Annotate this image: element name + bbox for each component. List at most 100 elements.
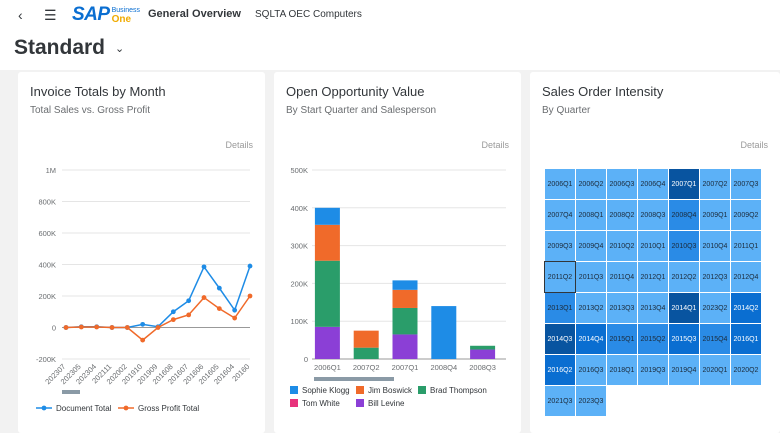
heatmap-cell[interactable]: 2020Q1: [700, 355, 730, 385]
heatmap-cell[interactable]: 2008Q1: [576, 200, 606, 230]
data-point: [78, 324, 84, 330]
heatmap-cell[interactable]: 2007Q2: [700, 169, 730, 199]
heatmap-cell[interactable]: 2010Q3: [669, 231, 699, 261]
heatmap-cell[interactable]: 2008Q3: [638, 200, 668, 230]
details-link[interactable]: Details: [481, 140, 509, 150]
chevron-down-icon[interactable]: ⌄: [115, 43, 125, 55]
heatmap-cell[interactable]: 2006Q4: [638, 169, 668, 199]
y-tick-label: 300K: [290, 242, 308, 251]
heatmap-cell[interactable]: 2012Q4: [731, 262, 761, 292]
series-line: [65, 265, 251, 329]
legend-label: Bill Levine: [368, 399, 405, 408]
app-title: General Overview: [148, 8, 241, 20]
data-point: [186, 312, 192, 318]
heatmap-cell[interactable]: 2013Q4: [638, 293, 668, 323]
data-point: [216, 306, 222, 311]
y-tick-label: 400K: [290, 204, 308, 213]
logo-one: One: [111, 14, 132, 25]
heatmap-cell[interactable]: 2006Q2: [576, 169, 606, 199]
heatmap-cell[interactable]: 2018Q1: [607, 355, 637, 385]
bar-segment: [314, 224, 340, 261]
x-tick-label: 2007Q2: [353, 363, 380, 372]
x-tick-label: 2008Q3: [469, 363, 496, 372]
heatmap-cell[interactable]: 2013Q3: [607, 293, 637, 323]
y-tick-label: 200K: [38, 292, 56, 301]
card-subtitle: By Start Quarter and Salesperson: [286, 105, 437, 116]
heatmap-cell[interactable]: 2010Q2: [607, 231, 637, 261]
heatmap-cell[interactable]: 2016Q2: [545, 355, 575, 385]
heatmap-cell[interactable]: 2008Q2: [607, 200, 637, 230]
heatmap-cell[interactable]: 2012Q1: [638, 262, 668, 292]
shell-bar: ‹ ☰ SAP Business One General Overview SQ…: [0, 0, 780, 30]
heatmap-cell[interactable]: 2010Q4: [700, 231, 730, 261]
data-point: [201, 295, 207, 300]
bar-segment: [392, 289, 418, 308]
logo-subtitle: Business One: [111, 6, 140, 25]
heatmap-cell[interactable]: 2007Q3: [731, 169, 761, 199]
heatmap-cell[interactable]: 2016Q1: [731, 324, 761, 354]
chevron-left-icon[interactable]: ‹: [18, 7, 23, 23]
bar-segment: [470, 345, 496, 350]
heatmap-cell[interactable]: 2012Q3: [700, 262, 730, 292]
legend-label: Brad Thompson: [430, 386, 487, 395]
heatmap-cell[interactable]: 2006Q1: [545, 169, 575, 199]
heatmap-cell[interactable]: 2011Q1: [731, 231, 761, 261]
heatmap-cell[interactable]: 2013Q2: [576, 293, 606, 323]
card-invoice-totals[interactable]: Invoice Totals by Month Total Sales vs. …: [18, 72, 265, 433]
heatmap-cell[interactable]: 2021Q3: [545, 386, 575, 416]
heatmap-cell[interactable]: 2007Q1: [669, 169, 699, 199]
company-name: SQLTA OEC Computers: [255, 9, 362, 20]
heatmap-cell[interactable]: 2013Q1: [545, 293, 575, 323]
heatmap-cell[interactable]: 2019Q3: [638, 355, 668, 385]
series-line: [65, 295, 251, 342]
bar-segment: [314, 326, 340, 359]
sap-business-one-logo[interactable]: SAP Business One: [72, 4, 140, 26]
bar-chart[interactable]: 500K 400K 300K 200K 100K 0 2006Q1 2007Q2 2007Q1 2…: [274, 72, 521, 433]
heatmap-cell[interactable]: 2011Q3: [576, 262, 606, 292]
legend-label: Sophie Klogg: [302, 386, 350, 395]
scrollbar-thumb: [62, 390, 80, 394]
list-icon[interactable]: ☰: [44, 7, 57, 23]
heatmap-cell[interactable]: 2014Q1: [669, 293, 699, 323]
heatmap-cell[interactable]: 2009Q4: [576, 231, 606, 261]
heatmap-cell[interactable]: 2023Q2: [700, 293, 730, 323]
heatmap-cell[interactable]: 2011Q4: [607, 262, 637, 292]
heatmap-cell[interactable]: 2009Q3: [545, 231, 575, 261]
heatmap-cell[interactable]: 2014Q2: [731, 293, 761, 323]
legend-marker: [123, 405, 129, 411]
y-tick-label: 400K: [38, 261, 56, 270]
data-point: [201, 264, 207, 270]
logo-sap: SAP: [72, 4, 110, 25]
heatmap-cell[interactable]: 2015Q3: [669, 324, 699, 354]
heatmap-cell[interactable]: 2014Q4: [576, 324, 606, 354]
heatmap-cell[interactable]: 2016Q3: [576, 355, 606, 385]
y-tick-label: 500K: [290, 166, 308, 175]
x-tick-label: 2006Q1: [314, 363, 341, 372]
heatmap-cell[interactable]: 2011Q2: [544, 261, 576, 293]
heatmap-cell[interactable]: 2006Q3: [607, 169, 637, 199]
variant-selector[interactable]: Standard: [14, 36, 106, 59]
heatmap-cell[interactable]: 2012Q2: [669, 262, 699, 292]
heatmap-cell[interactable]: 2020Q2: [731, 355, 761, 385]
data-point: [155, 325, 161, 330]
heatmap-cell[interactable]: 2010Q1: [638, 231, 668, 261]
line-chart[interactable]: 1M800K600K400K200K0-200K2023072023052023…: [18, 72, 265, 433]
heatmap-cell[interactable]: 2019Q4: [669, 355, 699, 385]
heatmap-cell[interactable]: 2014Q3: [545, 324, 575, 354]
data-point: [140, 321, 146, 327]
heatmap-cell[interactable]: 2023Q3: [576, 386, 606, 416]
heatmap-cell[interactable]: 2007Q4: [545, 200, 575, 230]
details-link[interactable]: Details: [225, 140, 253, 150]
heatmap-cell[interactable]: 2015Q4: [700, 324, 730, 354]
details-link[interactable]: Details: [740, 140, 768, 150]
heatmap-cell[interactable]: 2009Q2: [731, 200, 761, 230]
card-subtitle: By Quarter: [542, 105, 591, 116]
heatmap-cell[interactable]: 2008Q4: [669, 200, 699, 230]
legend-swatch: [418, 386, 426, 394]
heatmap-cell[interactable]: 2015Q2: [638, 324, 668, 354]
card-open-opportunity[interactable]: Open Opportunity Value By Start Quarter …: [274, 72, 521, 433]
y-tick-label: 0: [52, 324, 56, 333]
data-point: [170, 309, 176, 315]
heatmap-cell[interactable]: 2009Q1: [700, 200, 730, 230]
heatmap-cell[interactable]: 2015Q1: [607, 324, 637, 354]
